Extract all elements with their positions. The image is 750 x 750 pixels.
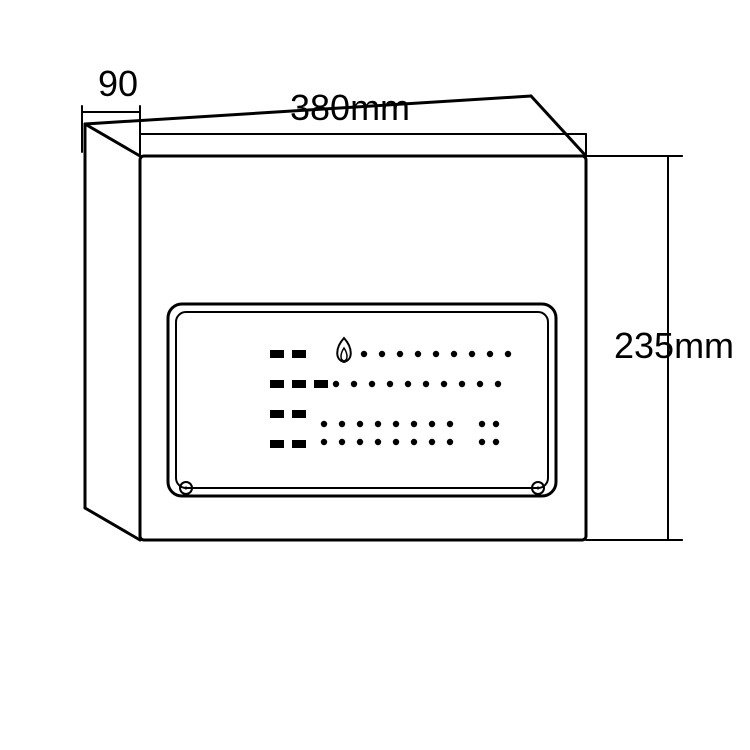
flame-icon — [337, 338, 351, 362]
dimension-depth-label: 90 — [98, 63, 138, 104]
dimension-height-label: 235mm — [614, 325, 734, 366]
dimension-width-label: 380mm — [290, 87, 410, 128]
product-dimension-diagram: 90 380mm 235mm — [0, 0, 750, 750]
